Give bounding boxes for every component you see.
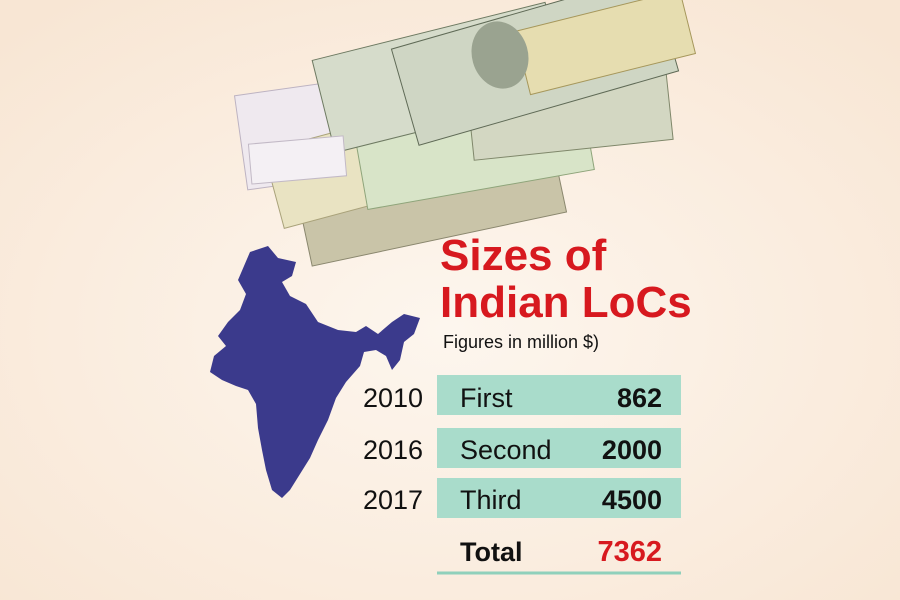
banknotes bbox=[233, 0, 697, 267]
row-value: 2000 bbox=[602, 435, 662, 465]
row-name: First bbox=[460, 383, 513, 413]
row-name: Second bbox=[460, 435, 552, 465]
year: 2017 bbox=[363, 485, 423, 515]
subtitle: Figures in million $) bbox=[443, 332, 599, 352]
total-label: Total bbox=[460, 537, 523, 567]
total-value: 7362 bbox=[597, 536, 662, 568]
row-value: 862 bbox=[617, 383, 662, 413]
year: 2010 bbox=[363, 383, 423, 413]
title-line: Indian LoCs bbox=[440, 278, 692, 327]
row-background bbox=[437, 375, 681, 415]
row-name: Third bbox=[460, 485, 522, 515]
india-map bbox=[210, 246, 420, 498]
title-line: Sizes of bbox=[440, 231, 607, 280]
table: 2010 First 862 2016 Second 2000 2017 Thi… bbox=[363, 375, 681, 575]
row-value: 4500 bbox=[602, 485, 662, 515]
row-background bbox=[437, 428, 681, 468]
row-background bbox=[437, 478, 681, 518]
year: 2016 bbox=[363, 435, 423, 465]
